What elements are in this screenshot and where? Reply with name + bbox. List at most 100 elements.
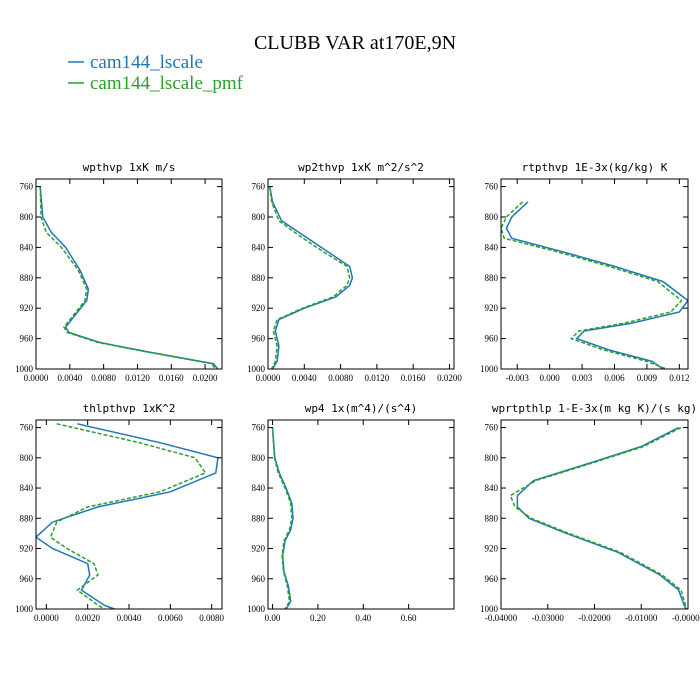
series-line-1-1 (269, 186, 351, 369)
ytick-label-1-5: 960 (252, 334, 266, 344)
xtick-label-2-0: -0.003 (506, 373, 530, 383)
panel-title-4: wp4 1x(m^4)/(s^4) (305, 402, 418, 415)
ytick-label-3-5: 960 (20, 574, 34, 584)
xtick-label-5-2: -0.02000 (578, 613, 611, 623)
series-line-3-0 (36, 423, 219, 609)
xtick-label-0-5: 0.0200 (193, 373, 218, 383)
ytick-label-2-2: 840 (485, 242, 499, 252)
xtick-label-1-3: 0.0120 (365, 373, 390, 383)
panel-title-1: wp2thvp 1xK m^2/s^2 (298, 161, 424, 174)
xtick-label-3-3: 0.0060 (158, 613, 183, 623)
plot-frame-1 (267, 178, 455, 370)
ytick-label-5-1: 800 (485, 453, 499, 463)
legend-label-0: cam144_lscale (90, 52, 203, 73)
xtick-label-3-2: 0.0040 (117, 613, 142, 623)
xtick-label-2-5: 0.012 (669, 373, 689, 383)
ytick-label-4-4: 920 (252, 544, 266, 554)
series-line-5-1 (509, 426, 688, 609)
series-line-4-0 (271, 427, 294, 609)
ytick-label-0-3: 880 (20, 273, 34, 283)
panel-4: wp4 1x(m^4)/(s^4)76080084088092096010000… (247, 402, 455, 623)
ytick-label-1-4: 920 (252, 303, 266, 313)
xtick-label-0-3: 0.0120 (125, 373, 150, 383)
ytick-label-1-6: 1000 (247, 364, 266, 374)
series-line-0-1 (39, 186, 216, 369)
xtick-label-0-4: 0.0160 (159, 373, 184, 383)
ytick-label-1-3: 880 (252, 273, 266, 283)
ytick-label-3-6: 1000 (15, 604, 34, 614)
ytick-label-2-5: 960 (485, 334, 499, 344)
ytick-label-3-0: 760 (20, 423, 34, 433)
panel-0: wpthvp 1xK m/s76080084088092096010000.00… (15, 161, 223, 383)
series-line-3-1 (49, 423, 207, 609)
xtick-label-1-2: 0.0080 (328, 373, 353, 383)
xtick-label-1-5: 0.0200 (437, 373, 462, 383)
ytick-label-1-1: 800 (252, 212, 266, 222)
ytick-label-5-0: 760 (485, 423, 499, 433)
ytick-label-0-0: 760 (20, 182, 34, 192)
xtick-label-4-0: 0.00 (265, 613, 281, 623)
xtick-label-3-0: 0.0000 (34, 613, 59, 623)
panel-title-3: thlpthvp 1xK^2 (83, 402, 176, 415)
legend: cam144_lscale cam144_lscale_pmf (68, 52, 244, 94)
series-line-1-0 (269, 186, 354, 369)
xtick-label-4-1: 0.20 (310, 613, 326, 623)
xtick-label-5-3: -0.01000 (625, 613, 658, 623)
ytick-label-5-4: 920 (485, 544, 499, 554)
xtick-label-2-1: 0.000 (540, 373, 561, 383)
ytick-label-4-1: 800 (252, 453, 266, 463)
legend-label-1: cam144_lscale_pmf (90, 73, 244, 94)
xtick-label-3-1: 0.0020 (75, 613, 100, 623)
ytick-label-0-5: 960 (20, 334, 34, 344)
xtick-label-1-1: 0.0040 (292, 373, 317, 383)
ytick-label-2-1: 800 (485, 212, 499, 222)
ytick-label-3-3: 880 (20, 513, 34, 523)
series-line-2-1 (501, 201, 683, 369)
ytick-label-5-3: 880 (485, 513, 499, 523)
xtick-label-2-4: 0.009 (637, 373, 658, 383)
plot-frame-4 (267, 419, 455, 610)
xtick-label-2-3: 0.006 (604, 373, 625, 383)
xtick-label-0-2: 0.0080 (91, 373, 116, 383)
ytick-label-5-2: 840 (485, 483, 499, 493)
ytick-label-1-2: 840 (252, 242, 266, 252)
ytick-label-3-2: 840 (20, 483, 34, 493)
ytick-label-4-2: 840 (252, 483, 266, 493)
panel-title-2: rtpthvp 1E-3x(kg/kg) K (522, 161, 668, 174)
ytick-label-0-4: 920 (20, 303, 34, 313)
ytick-label-5-5: 960 (485, 574, 499, 584)
xtick-label-0-1: 0.0040 (57, 373, 82, 383)
series-line-2-0 (505, 201, 688, 369)
ytick-label-0-1: 800 (20, 212, 34, 222)
plot-frame-2 (500, 178, 689, 370)
panel-1: wp2thvp 1xK m^2/s^2 760 800 840 880 920 960 100… (247, 161, 462, 383)
ytick-label-0-2: 840 (20, 242, 34, 252)
panel-3: thlpthvp 1xK^276080084088092096010000.00… (15, 402, 225, 623)
ytick-label-3-1: 800 (20, 453, 34, 463)
xtick-label-4-2: 0.40 (355, 613, 371, 623)
ytick-label-5-6: 1000 (480, 604, 499, 614)
panels-grid: wpthvp 1xK m/s76080084088092096010000.00… (15, 161, 700, 623)
panel-5: wprtpthlp 1-E-3x(m kg K)/(s kg) 760 800 840… (480, 402, 700, 623)
ytick-label-2-0: 760 (485, 182, 499, 192)
ytick-label-4-6: 1000 (247, 604, 266, 614)
xtick-label-4-3: 0.60 (401, 613, 417, 623)
xtick-label-2-2: 0.003 (572, 373, 593, 383)
figure-title: CLUBB VAR at170E,9N (254, 32, 456, 54)
xtick-label-3-4: 0.0080 (199, 613, 224, 623)
ytick-label-4-5: 960 (252, 574, 266, 584)
xtick-label-5-0: -0.04000 (485, 613, 518, 623)
xtick-label-5-1: -0.03000 (532, 613, 565, 623)
xtick-label-0-0: 0.0000 (24, 373, 49, 383)
series-line-4-1 (271, 427, 293, 609)
ytick-label-1-0: 760 (252, 182, 266, 192)
ytick-label-2-4: 920 (485, 303, 499, 313)
panel-2: rtpthvp 1E-3x(kg/kg) K 760 800 840 880 920 960… (480, 161, 689, 383)
panel-title-0: wpthvp 1xK m/s (83, 161, 176, 174)
xtick-label-1-0: 0.0000 (256, 373, 281, 383)
ytick-label-0-6: 1000 (15, 364, 34, 374)
ytick-label-2-3: 880 (485, 273, 499, 283)
ytick-label-4-0: 760 (252, 423, 266, 433)
